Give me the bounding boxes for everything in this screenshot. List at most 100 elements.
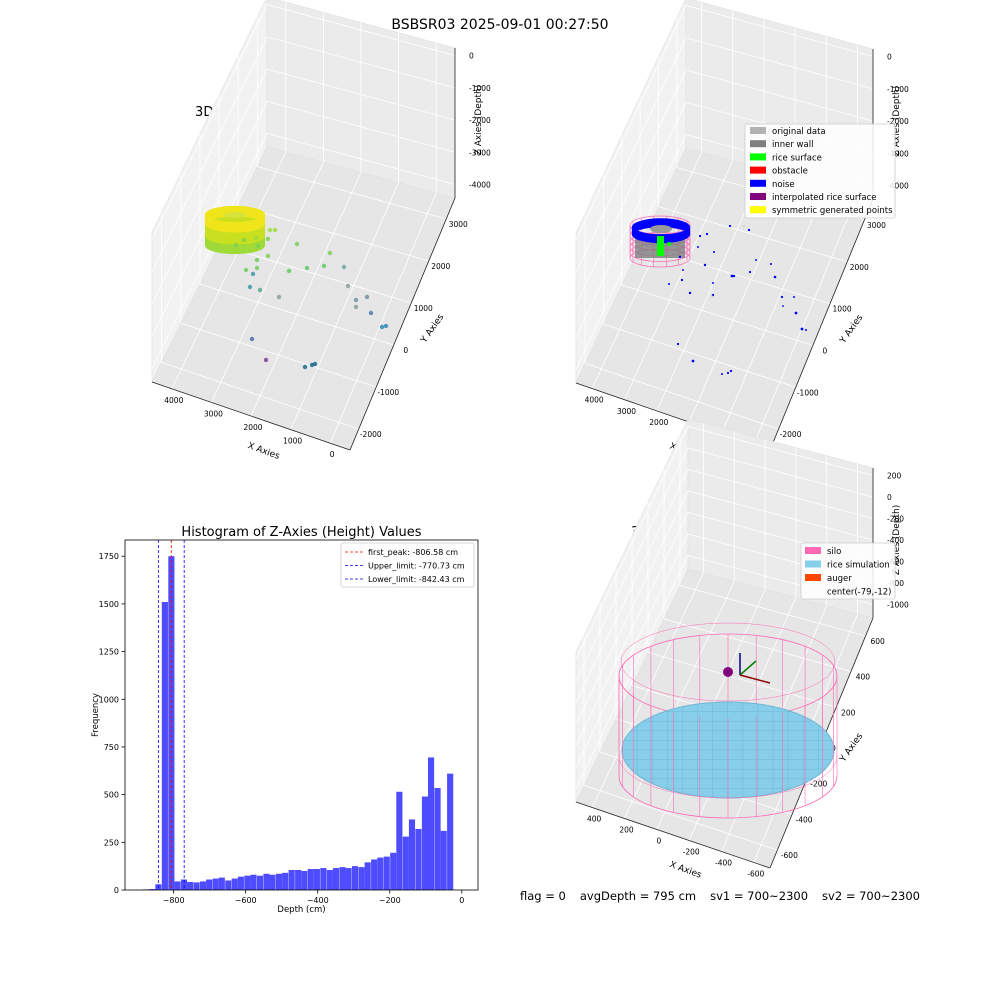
data-point	[253, 235, 259, 241]
y-axis-label: Y Axies	[838, 731, 866, 764]
y-tick-label: 1000	[833, 305, 852, 314]
data-point	[294, 241, 300, 247]
y-tick-label: 750	[104, 743, 119, 752]
legend-swatch	[805, 547, 821, 554]
avg-depth-text: avgDepth = 795 cm	[579, 889, 697, 903]
y-tick-label: 3000	[867, 221, 886, 230]
grid-line	[250, 172, 362, 417]
sv1-text: sv1 = 700~2300	[710, 889, 809, 903]
z-axis-label: Z Axies (Depth)	[892, 86, 902, 157]
histogram-bar	[263, 873, 270, 890]
histogram-bar	[269, 874, 276, 890]
histogram-bar	[218, 877, 225, 890]
z-tick-label: -200	[887, 515, 904, 524]
data-point	[327, 250, 333, 256]
grid-line	[211, 162, 324, 403]
grid-line	[583, 784, 778, 851]
z-tick-label: -3000	[887, 149, 909, 158]
legend-swatch	[750, 166, 766, 174]
grid-line	[721, 186, 827, 434]
x-tick-label: −400	[307, 896, 329, 905]
noise-point	[726, 371, 730, 375]
y-tick-label: 2000	[431, 262, 450, 271]
legend-label: original data	[772, 127, 826, 137]
silo-bottom-ring	[618, 775, 838, 819]
legend-label: Upper_limit: -770.73 cm	[368, 562, 465, 571]
plot-classify-3d: 3D classify of Silo Interior-10000100020…	[575, 0, 909, 462]
x-tick-label: -600	[747, 870, 764, 879]
histogram-bar	[307, 869, 314, 890]
histogram-bar	[421, 796, 429, 890]
histogram-bar	[313, 869, 320, 890]
grid-line	[575, 469, 874, 703]
y-axis-label: Y Axies	[838, 313, 866, 346]
grid-line	[575, 447, 874, 682]
histogram-bar	[415, 828, 422, 890]
noise-point	[800, 327, 804, 331]
data-point	[265, 236, 271, 242]
silo-top-ring	[620, 622, 836, 702]
y-tick-label: 500	[104, 791, 119, 800]
z-tick-label: 0	[887, 493, 892, 502]
grid-line	[621, 284, 814, 346]
histogram-bar	[377, 857, 384, 890]
x-tick-label: −200	[379, 896, 401, 905]
histogram-bar	[447, 773, 454, 890]
noise-point	[748, 270, 752, 274]
histogram-bar	[250, 874, 257, 890]
data-point	[364, 294, 370, 300]
legend-label: obstacle	[772, 167, 808, 177]
x-tick-label: -400	[715, 859, 732, 868]
data-point	[247, 284, 253, 290]
histogram-bar	[390, 852, 397, 890]
data-point	[379, 324, 385, 330]
x-tick-label: 4000	[585, 396, 604, 405]
legend-swatch	[750, 140, 766, 148]
y-tick-label: 200	[841, 708, 856, 717]
histogram-bar	[187, 881, 194, 890]
grid-line	[575, 426, 874, 660]
y-axis-line	[349, 197, 456, 451]
noise-point	[676, 342, 680, 346]
data-point	[241, 237, 247, 243]
data-point	[254, 257, 260, 263]
y-tick-label: 250	[104, 838, 119, 847]
histogram-bar	[275, 873, 283, 890]
histogram-bar	[383, 856, 390, 890]
histogram-bar	[364, 862, 371, 890]
legend-swatch	[750, 206, 766, 214]
grid-line	[603, 323, 796, 388]
noise-point	[667, 282, 671, 286]
noise-point	[747, 228, 751, 232]
z-tick-label: -4000	[887, 182, 909, 191]
figure-title: BSBSR03 2025-09-01 00:27:50	[391, 17, 609, 33]
noise-point	[697, 246, 699, 248]
noise-point	[769, 262, 773, 266]
grid-line	[679, 585, 866, 637]
bars	[142, 556, 454, 890]
grid-line	[575, 37, 874, 273]
status-line: flag = 0 avgDepth = 795 cm sv1 = 700~2300 s…	[520, 889, 934, 903]
y-tick-label: 0	[823, 346, 828, 355]
grid-line	[257, 166, 447, 220]
plot-histogram: Histogram of Z-Axies (Height) Values −800…	[91, 525, 479, 915]
grid-line	[151, 100, 456, 337]
legend-label: rice simulation	[827, 561, 890, 571]
histogram-bar	[256, 875, 264, 890]
legend: original data inner wall rice surface obsta…	[744, 123, 896, 219]
noise-point	[712, 282, 714, 284]
x-axis-label: X Axies	[668, 860, 703, 881]
legend-label: symmetric generated points	[772, 206, 893, 216]
surface-hole	[223, 212, 247, 218]
z-axis-label: Z Axies (Depth)	[892, 505, 902, 576]
grid-line	[591, 152, 702, 389]
x-tick-label: 400	[587, 815, 602, 824]
histogram-bar	[288, 869, 295, 890]
y-axis-line	[769, 198, 874, 451]
legend-label: noise	[772, 180, 795, 190]
grid-line	[329, 192, 437, 444]
auger-marker	[723, 667, 733, 677]
legend: first_peak: -806.58 cm Upper_limit: -770.…	[340, 542, 475, 588]
data-point	[312, 361, 318, 367]
